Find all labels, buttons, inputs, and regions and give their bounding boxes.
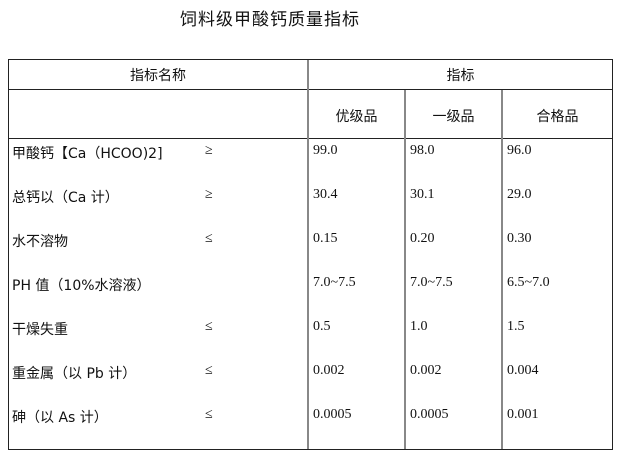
table-row: 水不溶物 ≤0.15 0.20 0.30 (9, 227, 612, 271)
grade-value: 1.5 (507, 319, 525, 334)
quality-spec-table: 指标名称 指标 优级品 一级品 合格品 甲酸钙【Ca（HCOO)2] ≥99.0 9… (8, 59, 613, 450)
grade-value: 0.004 (507, 363, 539, 378)
table-row: 甲酸钙【Ca（HCOO)2] ≥99.0 98.0 96.0 (9, 139, 612, 183)
grade-value: 0.0005 (313, 407, 352, 422)
indicator-name: 干燥失重 (12, 322, 68, 338)
grade-value: 0.002 (410, 363, 442, 378)
header-name-column: 指标名称 (130, 68, 186, 84)
comparison-symbol: ≤ (205, 407, 213, 422)
divider (501, 90, 503, 449)
grade-value: 0.15 (313, 231, 338, 246)
grade-value: 30.4 (313, 187, 338, 202)
header-grade-premium: 优级品 (335, 109, 378, 125)
divider (9, 89, 612, 90)
grade-value: 29.0 (507, 187, 532, 202)
header-spec-column: 指标 (446, 68, 475, 84)
divider (9, 138, 612, 139)
comparison-symbol: ≥ (205, 187, 213, 202)
grade-value: 7.0~7.5 (313, 275, 356, 290)
comparison-symbol: ≤ (205, 319, 213, 334)
divider (307, 60, 309, 449)
table-row: 重金属（以 Pb 计） ≤0.002 0.002 0.004 (9, 359, 612, 403)
indicator-name: PH 值（10%水溶液） (12, 278, 151, 294)
grade-value: 0.5 (313, 319, 331, 334)
grade-value: 7.0~7.5 (410, 275, 453, 290)
indicator-name: 砷（以 As 计） (12, 410, 108, 426)
comparison-symbol: ≥ (205, 143, 213, 158)
grade-value: 30.1 (410, 187, 435, 202)
table-row: PH 值（10%水溶液） 7.0~7.5 7.0~7.5 6.5~7.0 (9, 271, 612, 315)
divider (404, 90, 406, 449)
header-grade-qualified: 合格品 (536, 109, 579, 125)
grade-value: 99.0 (313, 143, 338, 158)
grade-value: 96.0 (507, 143, 532, 158)
table-row: 总钙以（Ca 计） ≥30.4 30.1 29.0 (9, 183, 612, 227)
grade-value: 0.0005 (410, 407, 449, 422)
grade-value: 0.20 (410, 231, 435, 246)
table-row: 干燥失重 ≤0.5 1.0 1.5 (9, 315, 612, 359)
comparison-symbol: ≤ (205, 231, 213, 246)
indicator-name: 水不溶物 (12, 234, 68, 250)
indicator-name: 总钙以（Ca 计） (12, 190, 119, 206)
table-row: 砷（以 As 计） ≤0.0005 0.0005 0.001 (9, 403, 612, 447)
comparison-symbol: ≤ (205, 363, 213, 378)
document-title: 饲料级甲酸钙质量指标 (180, 10, 360, 30)
grade-value: 1.0 (410, 319, 428, 334)
grade-value: 6.5~7.0 (507, 275, 550, 290)
grade-value: 98.0 (410, 143, 435, 158)
indicator-name: 重金属（以 Pb 计） (12, 366, 137, 382)
grade-value: 0.30 (507, 231, 532, 246)
grade-value: 0.001 (507, 407, 539, 422)
header-grade-first: 一级品 (432, 109, 475, 125)
grade-value: 0.002 (313, 363, 345, 378)
indicator-name: 甲酸钙【Ca（HCOO)2] (12, 146, 163, 162)
